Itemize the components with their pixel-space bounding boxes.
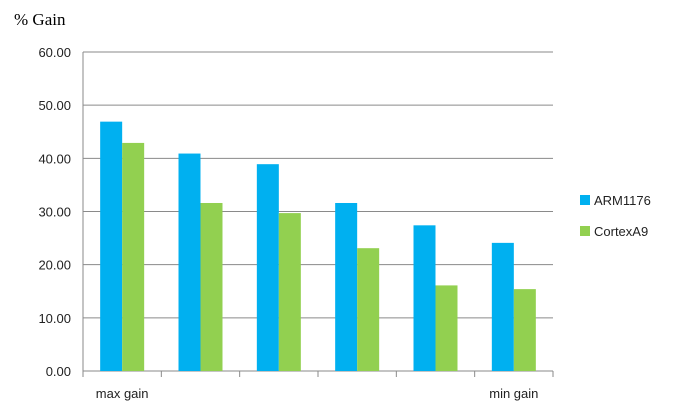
y-tick-label: 40.00 [38, 151, 71, 166]
legend-swatch-arm1176 [580, 195, 590, 205]
legend-swatch-cortexa9 [580, 226, 590, 236]
y-tick-label: 60.00 [38, 45, 71, 60]
legend-label-arm1176: ARM1176 [594, 193, 651, 208]
bar-cortexa9-5 [513, 289, 536, 371]
legend: ARM1176 CortexA9 [580, 193, 651, 239]
gridlines [82, 51, 554, 377]
bar-arm1176-2 [256, 164, 279, 371]
bar-arm1176-3 [335, 202, 358, 371]
y-tick-label: 10.00 [38, 311, 71, 326]
y-tick-label: 0.00 [46, 364, 71, 379]
bar-arm1176-1 [178, 153, 201, 371]
y-axis-label: % Gain [14, 10, 66, 29]
y-tick-label: 50.00 [38, 98, 71, 113]
x-tick-label: max gain [96, 386, 149, 401]
bar-cortexa9-3 [357, 248, 380, 371]
y-tick-label: 20.00 [38, 258, 71, 273]
bar-cortexa9-1 [200, 202, 223, 371]
bar-arm1176-4 [413, 225, 436, 371]
y-tick-labels: 0.00 10.00 20.00 30.00 40.00 50.00 60.00 [38, 45, 71, 379]
bars [100, 121, 536, 371]
bar-cortexa9-2 [278, 213, 301, 371]
y-tick-label: 30.00 [38, 205, 71, 220]
bar-cortexa9-0 [122, 142, 145, 371]
bar-cortexa9-4 [435, 285, 458, 371]
x-tick-labels: max gain min gain [96, 386, 539, 401]
legend-label-cortexa9: CortexA9 [594, 224, 648, 239]
x-tick-label: min gain [489, 386, 538, 401]
bar-arm1176-0 [100, 121, 123, 371]
bar-arm1176-5 [491, 242, 514, 371]
